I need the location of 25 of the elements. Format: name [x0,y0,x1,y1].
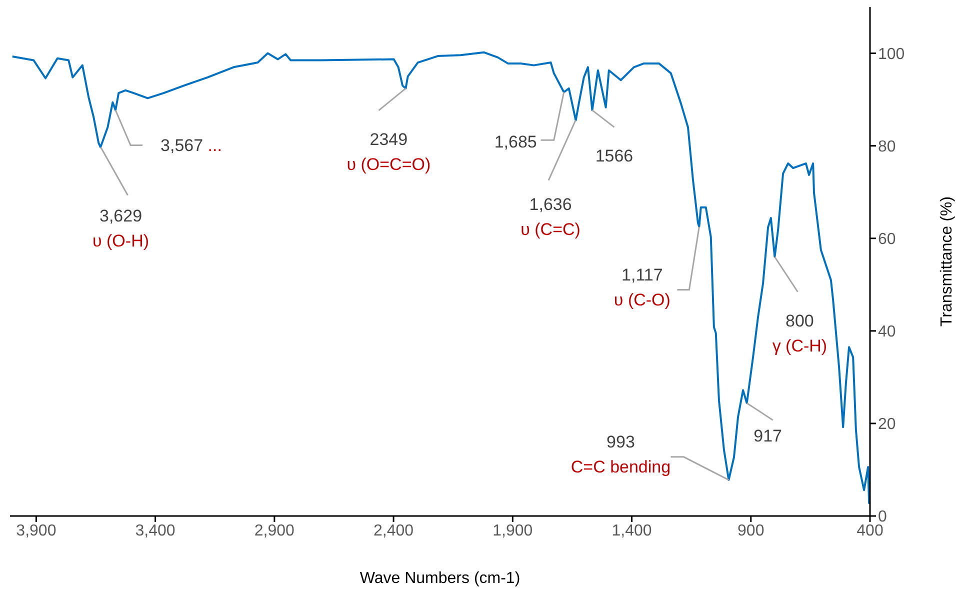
annotation: 1566 [595,146,634,166]
annotation: 1,636 υ (C=C) [520,194,580,239]
annotation: 3,567 ... [160,136,222,156]
x-tick-label: 1,900 [492,522,533,540]
x-axis-title: Wave Numbers (cm-1) [360,570,520,587]
x-tick-label: 1,400 [612,522,652,540]
x-tick-label: 900 [738,522,764,540]
y-tick-label: 60 [878,231,896,248]
x-tick-label: 2,400 [374,522,414,540]
y-tick-label: 20 [878,416,896,434]
x-tick-label: 3,900 [16,522,56,540]
annotation: 993 C=C bending [570,432,671,476]
y-tick-label: 100 [878,46,905,63]
annotation: 3,629 υ (O-H) [92,206,150,251]
annotation: 917 [754,426,782,446]
line-series [11,51,870,504]
x-tick-label: 2,900 [254,522,295,540]
x-tick-label: 3,400 [135,522,176,540]
y-axis-title: Transmittance (%) [938,196,956,327]
y-tick-label: 40 [878,324,896,341]
annotation: 800 γ (C-H) [772,311,828,356]
annotation: 1,117 υ (C-O) [614,265,670,310]
annotation: 2349 υ (O=C=O) [346,130,431,174]
y-tick-label: 80 [878,138,896,156]
annotation: 1,685 [494,132,537,152]
